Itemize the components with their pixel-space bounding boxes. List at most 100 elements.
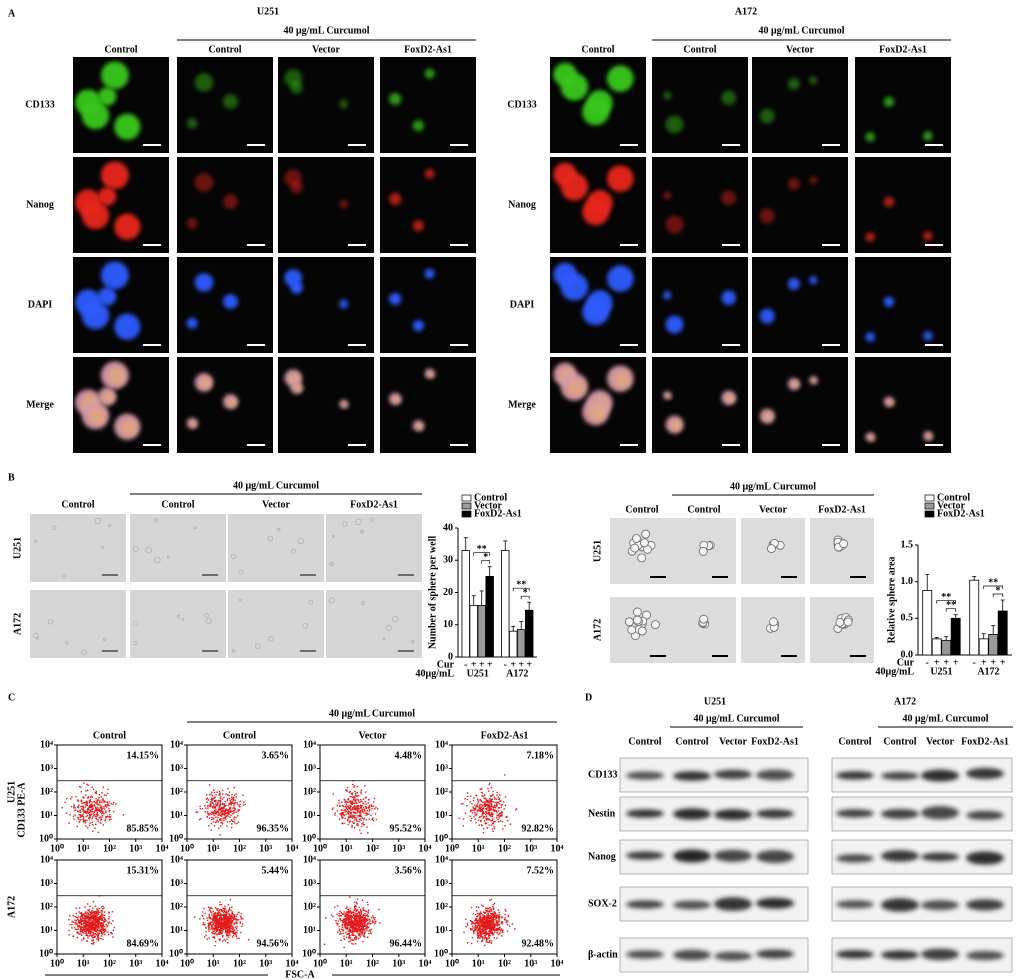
event-dot bbox=[93, 915, 96, 917]
significance-label: ** bbox=[941, 592, 951, 603]
treatment-label: 40 μg/mL Curcumol bbox=[693, 713, 779, 724]
event-dot bbox=[340, 814, 342, 817]
event-dot bbox=[219, 915, 222, 917]
event-dot bbox=[204, 805, 206, 807]
event-dot bbox=[484, 920, 486, 923]
event-dot bbox=[493, 928, 495, 930]
event-dot bbox=[82, 805, 84, 808]
event-dot bbox=[99, 922, 101, 924]
event-dot bbox=[218, 790, 221, 792]
y-axis-label: Number of sphere per well bbox=[427, 536, 438, 650]
event-dot bbox=[365, 920, 368, 922]
event-dot bbox=[99, 801, 101, 804]
event-dot bbox=[88, 817, 90, 819]
event-dot bbox=[233, 923, 235, 926]
event-dot bbox=[87, 914, 89, 917]
y-tick-label: 10⁰ bbox=[302, 833, 316, 844]
event-dot bbox=[357, 921, 359, 923]
event-dot bbox=[359, 914, 361, 917]
event-dot bbox=[497, 928, 500, 931]
event-dot bbox=[100, 937, 102, 940]
event-dot bbox=[494, 810, 496, 812]
event-dot bbox=[476, 920, 478, 922]
micrograph bbox=[30, 514, 126, 582]
event-dot bbox=[357, 924, 360, 926]
event-dot bbox=[226, 932, 228, 934]
event-dot bbox=[483, 912, 486, 914]
event-dot bbox=[221, 926, 223, 928]
event-dot bbox=[485, 931, 487, 933]
event-dot bbox=[351, 931, 353, 933]
event-dot bbox=[97, 926, 100, 929]
event-dot bbox=[353, 924, 355, 926]
event-dot bbox=[462, 803, 464, 805]
event-dot bbox=[495, 929, 497, 932]
event-dot bbox=[101, 807, 103, 809]
event-dot bbox=[223, 926, 226, 928]
event-dot bbox=[92, 924, 94, 926]
event-dot bbox=[226, 912, 229, 914]
cell-cluster bbox=[100, 161, 129, 190]
event-dot bbox=[218, 813, 221, 815]
micrograph bbox=[652, 357, 748, 453]
event-dot bbox=[361, 899, 364, 901]
event-dot bbox=[100, 807, 103, 810]
blot-band bbox=[966, 810, 1004, 820]
cell-cluster bbox=[923, 131, 933, 141]
cell-cluster bbox=[290, 181, 303, 194]
event-dot bbox=[234, 822, 236, 824]
event-dot bbox=[105, 920, 107, 922]
event-dot bbox=[91, 917, 93, 919]
sphere-cell bbox=[651, 620, 660, 630]
event-dot bbox=[491, 795, 493, 797]
panel-label: A bbox=[8, 8, 16, 19]
event-dot bbox=[470, 906, 473, 909]
event-dot bbox=[222, 809, 224, 811]
event-dot bbox=[96, 814, 99, 816]
group-title: U251 bbox=[257, 6, 279, 17]
event-dot bbox=[107, 792, 109, 795]
event-dot bbox=[81, 934, 83, 936]
event-dot bbox=[469, 919, 472, 922]
event-dot bbox=[224, 907, 226, 910]
event-dot bbox=[229, 816, 231, 818]
event-dot bbox=[198, 819, 201, 821]
event-dot bbox=[344, 922, 346, 925]
event-dot bbox=[351, 792, 354, 794]
event-dot bbox=[358, 820, 360, 822]
event-dot bbox=[496, 925, 498, 927]
event-dot bbox=[219, 926, 221, 928]
x-tick-label: 10⁰ bbox=[445, 843, 459, 854]
event-dot bbox=[89, 934, 91, 936]
event-dot bbox=[345, 928, 348, 930]
debris bbox=[382, 637, 386, 641]
event-dot bbox=[79, 931, 82, 933]
event-dot bbox=[355, 910, 357, 913]
event-dot bbox=[97, 920, 100, 922]
event-dot bbox=[488, 917, 490, 919]
treatment-sign: + bbox=[518, 659, 524, 670]
event-dot bbox=[222, 921, 224, 924]
event-dot bbox=[220, 926, 222, 929]
event-dot bbox=[214, 806, 217, 808]
bar bbox=[517, 629, 526, 658]
error-bar bbox=[934, 637, 939, 639]
event-dot bbox=[214, 928, 216, 930]
event-dot bbox=[231, 921, 234, 923]
treatment-label: 40 μg/mL Curcumol bbox=[283, 25, 369, 36]
event-dot bbox=[205, 934, 207, 936]
event-dot bbox=[482, 801, 484, 803]
blot-band bbox=[626, 771, 664, 780]
event-dot bbox=[339, 931, 342, 933]
event-dot bbox=[348, 929, 350, 931]
event-dot bbox=[474, 812, 476, 814]
event-dot bbox=[475, 922, 477, 924]
event-dot bbox=[226, 814, 228, 817]
event-dot bbox=[337, 923, 339, 925]
event-dot bbox=[232, 919, 234, 921]
event-dot bbox=[489, 804, 491, 807]
event-dot bbox=[361, 808, 363, 810]
event-dot bbox=[90, 927, 93, 929]
event-dot bbox=[72, 914, 74, 917]
event-dot bbox=[357, 937, 360, 940]
